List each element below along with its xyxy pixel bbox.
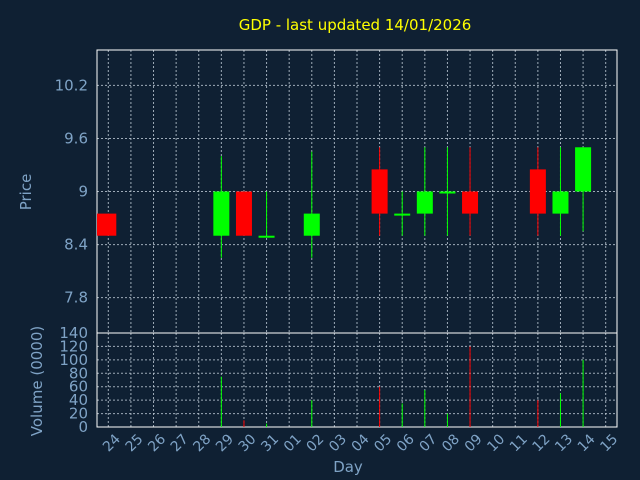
volume-tick-label: 60 [69,378,88,396]
volume-tick-label: 40 [69,391,88,409]
x-axis-label: Day [333,458,363,476]
price-tick-label: 8.4 [64,236,88,254]
day-tick-label: 13 [552,431,576,455]
price-tick-label: 9 [78,183,88,201]
candle-body [552,191,569,214]
candle-09 [462,147,479,236]
candle-13 [552,147,569,236]
price-tick-label: 7.8 [64,289,88,307]
day-tick-label: 15 [597,431,621,455]
candle-08 [439,147,456,236]
candle-body [529,169,546,214]
day-tick-label: 14 [575,431,599,455]
volume-tick-label: 80 [69,364,88,382]
day-tick-label: 27 [168,431,192,455]
chart-title: GDP - last updated 14/01/2026 [239,16,472,34]
candle-31 [258,191,275,238]
day-tick-label: 28 [190,431,214,455]
candlestick-series [97,147,592,258]
day-tick-label: 07 [417,431,441,455]
day-tick-label: 31 [258,431,282,455]
volume-tick-label: 120 [59,337,88,355]
candle-05 [371,147,388,236]
day-tick-label: 08 [439,431,463,455]
day-tick-label: 10 [484,431,508,455]
volume-axis-label: Volume (0000) [28,326,46,436]
day-tick-label: 05 [371,431,395,455]
volume-tick-label: 140 [59,324,88,342]
day-tick-label: 03 [326,431,350,455]
volume-gridlines [97,332,617,428]
candle-body [462,191,479,214]
price-tick-label: 9.6 [64,129,88,147]
candle-06 [394,191,411,236]
candle-body [97,213,117,236]
candle-body [416,191,433,214]
price-tick-label: 10.2 [55,76,88,94]
day-tick-label: 06 [394,431,418,455]
candle-02 [303,151,320,258]
candle-body [258,235,275,238]
volume-series [220,346,584,427]
volume-tick-label: 0 [78,418,88,436]
day-tick-label: 24 [100,431,124,455]
day-tick-label: 11 [507,431,531,455]
day-tick-labels: 2425262728293031010203040506070809101112… [100,431,621,455]
volume-tick-label: 100 [59,351,88,369]
day-tick-label: 09 [462,431,486,455]
day-tick-label: 30 [236,431,260,455]
day-tick-label: 04 [349,431,373,455]
candle-12 [529,147,546,236]
day-tick-label: 12 [530,431,554,455]
candle-body [394,213,411,216]
candle-14 [575,147,592,232]
candle-body [213,191,230,236]
candle-body [371,169,388,214]
volume-tick-label: 20 [69,405,88,423]
candle-07 [416,147,433,236]
candle-body [235,191,252,236]
candle-body [439,191,456,194]
day-tick-label: 26 [145,431,169,455]
candle-29 [213,156,230,258]
candle-24 [97,213,117,236]
candle-30 [235,191,252,236]
day-tick-label: 29 [213,431,237,455]
day-tick-label: 25 [123,431,147,455]
day-tick-label: 02 [303,431,327,455]
candle-body [575,147,592,192]
volume-panel-frame [96,332,618,428]
y-axis-label: Price [17,174,35,211]
day-tick-label: 01 [281,431,305,455]
price-tick-labels: 7.8 8.4 9 9.6 10.2 [55,76,88,306]
candle-body [303,213,320,236]
